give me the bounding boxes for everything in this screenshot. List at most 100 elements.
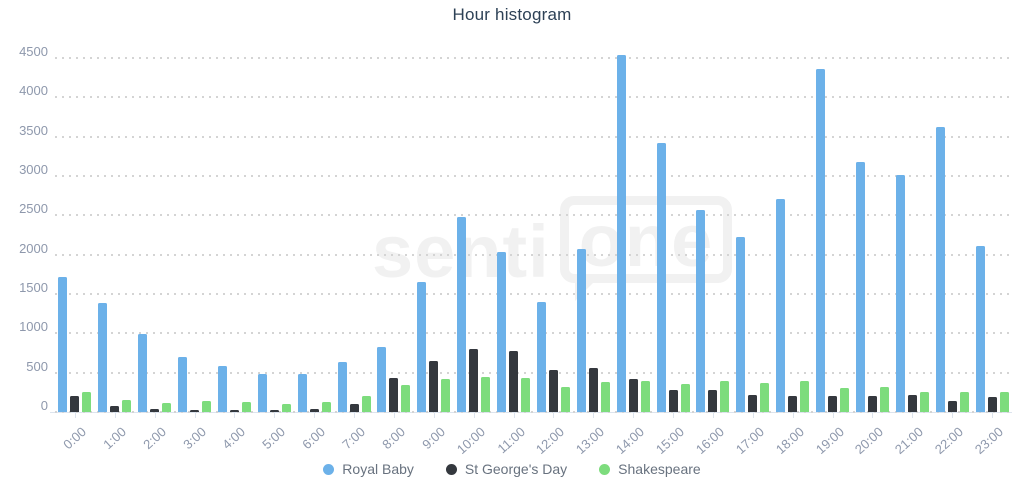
bar-st-george-s-day-13:00[interactable] [588, 367, 598, 412]
x-tick-label-5:00: 5:00 [259, 424, 289, 453]
x-tick-label-16:00: 16:00 [692, 424, 727, 457]
bar-shakespeare-0:00[interactable] [82, 391, 92, 412]
bar-st-george-s-day-8:00[interactable] [389, 378, 399, 412]
bar-royal-baby-14:00[interactable] [616, 54, 626, 412]
bar-royal-baby-4:00[interactable] [217, 366, 227, 412]
bar-st-george-s-day-1:00[interactable] [110, 405, 120, 412]
bar-royal-baby-6:00[interactable] [297, 373, 307, 412]
x-tick-label-21:00: 21:00 [892, 424, 927, 457]
bar-shakespeare-7:00[interactable] [361, 396, 371, 412]
bar-shakespeare-13:00[interactable] [600, 382, 610, 412]
bar-royal-baby-11:00[interactable] [497, 251, 507, 412]
bar-royal-baby-7:00[interactable] [337, 361, 347, 412]
bar-shakespeare-21:00[interactable] [919, 392, 929, 412]
bar-royal-baby-1:00[interactable] [98, 302, 108, 412]
bar-shakespeare-16:00[interactable] [720, 381, 730, 412]
bar-royal-baby-17:00[interactable] [736, 236, 746, 412]
bar-st-george-s-day-10:00[interactable] [469, 349, 479, 412]
bar-st-george-s-day-21:00[interactable] [907, 394, 917, 412]
bar-shakespeare-17:00[interactable] [760, 382, 770, 412]
bar-shakespeare-5:00[interactable] [281, 403, 291, 412]
bar-royal-baby-0:00[interactable] [58, 276, 68, 412]
bar-group-13:00 [576, 58, 610, 412]
bar-royal-baby-15:00[interactable] [656, 143, 666, 412]
bar-group-14:00 [616, 54, 650, 412]
bar-shakespeare-14:00[interactable] [640, 380, 650, 412]
bar-st-george-s-day-20:00[interactable] [867, 396, 877, 412]
bar-royal-baby-13:00[interactable] [576, 249, 586, 412]
bar-royal-baby-22:00[interactable] [935, 127, 945, 412]
gridline-4500 [55, 57, 1012, 59]
x-tick-label-4:00: 4:00 [219, 424, 249, 453]
bar-st-george-s-day-7:00[interactable] [349, 404, 359, 412]
bar-shakespeare-2:00[interactable] [162, 403, 172, 412]
bar-shakespeare-6:00[interactable] [321, 402, 331, 412]
bar-shakespeare-1:00[interactable] [122, 400, 132, 412]
bar-shakespeare-8:00[interactable] [401, 385, 411, 412]
legend-item-st-george-s-day[interactable]: St George's Day [445, 461, 567, 477]
bar-royal-baby-10:00[interactable] [457, 216, 467, 412]
st-george-s-day-legend-dot-icon [445, 463, 457, 475]
bar-st-george-s-day-23:00[interactable] [987, 397, 997, 412]
bar-group-7:00 [337, 58, 371, 412]
bar-st-george-s-day-4:00[interactable] [229, 410, 239, 412]
x-tick-label-12:00: 12:00 [533, 424, 568, 457]
x-tick-13:00 [593, 412, 595, 418]
bar-royal-baby-20:00[interactable] [855, 161, 865, 412]
bar-st-george-s-day-16:00[interactable] [708, 390, 718, 412]
bar-st-george-s-day-5:00[interactable] [269, 410, 279, 412]
bar-st-george-s-day-11:00[interactable] [509, 351, 519, 412]
bar-st-george-s-day-18:00[interactable] [788, 396, 798, 412]
bar-royal-baby-21:00[interactable] [895, 175, 905, 412]
bar-royal-baby-23:00[interactable] [975, 246, 985, 412]
bar-shakespeare-3:00[interactable] [202, 400, 212, 412]
bar-shakespeare-12:00[interactable] [560, 386, 570, 412]
bar-st-george-s-day-2:00[interactable] [150, 408, 160, 412]
bar-st-george-s-day-12:00[interactable] [548, 369, 558, 412]
bar-shakespeare-23:00[interactable] [999, 391, 1009, 412]
x-tick-label-19:00: 19:00 [812, 424, 847, 457]
bar-royal-baby-5:00[interactable] [257, 374, 267, 412]
bar-royal-baby-19:00[interactable] [816, 69, 826, 412]
x-tick-16:00 [712, 412, 714, 418]
bar-group-22:00 [935, 58, 969, 412]
bar-shakespeare-9:00[interactable] [441, 379, 451, 412]
bar-royal-baby-2:00[interactable] [138, 334, 148, 412]
bar-st-george-s-day-14:00[interactable] [628, 379, 638, 412]
x-tick-label-22:00: 22:00 [932, 424, 967, 457]
bar-group-4:00 [217, 58, 251, 412]
bar-shakespeare-4:00[interactable] [241, 402, 251, 412]
bar-shakespeare-19:00[interactable] [840, 387, 850, 412]
bar-st-george-s-day-9:00[interactable] [429, 360, 439, 412]
bar-st-george-s-day-3:00[interactable] [190, 410, 200, 412]
bar-st-george-s-day-0:00[interactable] [70, 396, 80, 412]
x-tick-label-10:00: 10:00 [453, 424, 488, 457]
bar-shakespeare-22:00[interactable] [959, 391, 969, 412]
bar-royal-baby-8:00[interactable] [377, 346, 387, 412]
bar-royal-baby-16:00[interactable] [696, 209, 706, 412]
bar-royal-baby-3:00[interactable] [178, 356, 188, 412]
bar-st-george-s-day-15:00[interactable] [668, 390, 678, 412]
legend-label-shakespeare: Shakespeare [618, 461, 701, 477]
bar-group-20:00 [855, 58, 889, 412]
y-tick-label-1500: 1500 [19, 280, 48, 295]
bar-st-george-s-day-6:00[interactable] [309, 409, 319, 412]
bar-royal-baby-9:00[interactable] [417, 282, 427, 412]
x-tick-21:00 [912, 412, 914, 418]
bar-royal-baby-18:00[interactable] [776, 198, 786, 412]
bar-st-george-s-day-22:00[interactable] [947, 400, 957, 412]
x-tick-label-15:00: 15:00 [652, 424, 688, 457]
bar-shakespeare-20:00[interactable] [879, 386, 889, 412]
bar-royal-baby-12:00[interactable] [536, 301, 546, 412]
x-tick-label-17:00: 17:00 [732, 424, 767, 457]
bar-shakespeare-15:00[interactable] [680, 383, 690, 412]
bar-st-george-s-day-17:00[interactable] [748, 395, 758, 412]
legend-item-royal-baby[interactable]: Royal Baby [323, 461, 414, 477]
bar-group-2:00 [138, 58, 172, 412]
legend-item-shakespeare[interactable]: Shakespeare [599, 461, 701, 477]
bar-shakespeare-18:00[interactable] [800, 381, 810, 412]
bar-st-george-s-day-19:00[interactable] [828, 395, 838, 412]
bar-shakespeare-10:00[interactable] [481, 377, 491, 412]
bar-shakespeare-11:00[interactable] [521, 378, 531, 412]
bar-group-6:00 [297, 58, 331, 412]
